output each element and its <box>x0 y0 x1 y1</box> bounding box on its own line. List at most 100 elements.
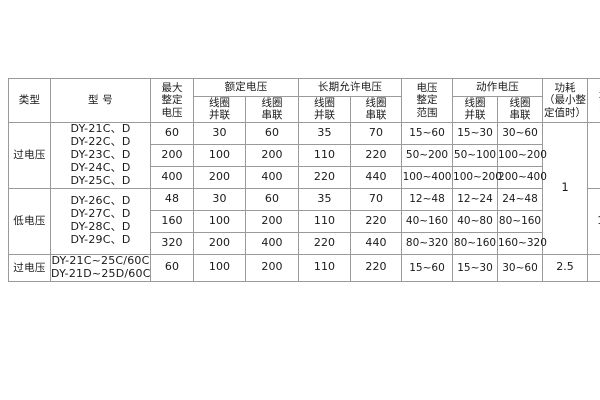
header-rated-coil-parallel: 线圈 并联 <box>193 96 246 123</box>
cell-return-coefficient-2: 1.25 <box>587 187 600 255</box>
model-line: DY-27C、D <box>70 207 131 221</box>
cell-power-consumption-1: 1 <box>542 121 589 255</box>
cell-max-set-voltage: 400 <box>150 165 194 189</box>
header-power-consumption: 功耗 （最小整 定值时） <box>542 78 589 123</box>
cell-action-parallel: 15~30 <box>452 253 499 282</box>
cell-rated-series: 200 <box>245 209 299 233</box>
cell-longterm-parallel: 220 <box>298 165 351 189</box>
model-line: DY-23C、D <box>70 147 131 161</box>
header-return-coefficient: 返回 系数 <box>587 78 600 123</box>
header-voltage-set-range-line-2: 整定 <box>416 94 438 107</box>
cell-longterm-series: 70 <box>349 187 403 211</box>
table-header: 类型 型 号 最大 整定 电压 额定电压 长期允许电压 电压 整定 范围 动作电… <box>8 78 600 123</box>
cell-longterm-series: 440 <box>349 231 403 255</box>
model-line: DY-21C、D <box>70 121 131 135</box>
table-row: 过电压 DY-21C~25C/60C DY-21D~25D/60C 60 100… <box>8 253 600 282</box>
cell-voltage-range: 80~320 <box>401 231 454 255</box>
cell-rated-parallel: 30 <box>193 121 246 145</box>
cell-rated-series: 400 <box>245 231 299 255</box>
model-line: DY-21D~25D/60C <box>51 266 151 280</box>
cell-action-series: 30~60 <box>497 121 544 145</box>
model-line: DY-21C~25C/60C <box>51 253 150 267</box>
header-row-top: 类型 型 号 最大 整定 电压 额定电压 长期允许电压 电压 整定 范围 动作电… <box>8 78 600 123</box>
header-longterm-coil-series-line-2: 串联 <box>365 109 387 122</box>
cell-action-parallel: 50~100 <box>452 143 499 167</box>
cell-max-set-voltage: 60 <box>150 121 194 145</box>
header-row-sub: 线圈 并联 线圈 串联 线圈 并联 线圈 串联 线圈 并联 <box>9 96 600 123</box>
header-rated-coil-parallel-line-2: 并联 <box>209 109 230 122</box>
header-max-set-voltage: 最大 整定 电压 <box>150 78 194 123</box>
cell-return-coefficient-3: 0.8 <box>587 253 600 282</box>
cell-max-set-voltage: 60 <box>150 253 194 282</box>
header-rated-voltage: 额定电压 <box>193 78 299 97</box>
cell-longterm-series: 220 <box>349 143 403 167</box>
cell-longterm-parallel: 110 <box>298 209 351 233</box>
cell-action-series: 100~200 <box>497 143 547 167</box>
cell-voltage-range: 12~48 <box>401 187 454 211</box>
cell-rated-series: 200 <box>245 143 299 167</box>
cell-rated-parallel: 100 <box>193 253 246 282</box>
cell-voltage-range: 100~400 <box>401 165 454 189</box>
cell-longterm-parallel: 35 <box>298 187 351 211</box>
cell-longterm-parallel: 110 <box>298 143 351 167</box>
cell-rated-parallel: 30 <box>193 187 246 211</box>
header-voltage-set-range: 电压 整定 范围 <box>401 78 454 123</box>
model-line: DY-22C、D <box>70 134 131 148</box>
cell-max-set-voltage: 160 <box>150 209 194 233</box>
cell-rated-series: 60 <box>245 121 299 145</box>
header-model: 型 号 <box>50 78 151 123</box>
cell-action-parallel: 15~30 <box>452 121 499 145</box>
cell-longterm-series: 70 <box>349 121 403 145</box>
model-line: DY-25C、D <box>70 173 131 187</box>
cell-longterm-parallel: 110 <box>298 253 351 282</box>
cell-rated-parallel: 100 <box>193 209 246 233</box>
table-body: 过电压 DY-21C、D DY-22C、D DY-23C、D DY-24C、D … <box>8 121 600 282</box>
table-row: 160 100 200 110 220 40~160 40~80 80~160 <box>9 209 600 233</box>
header-voltage-set-range-line-3: 范围 <box>416 106 438 119</box>
cell-action-parallel: 80~160 <box>452 231 499 255</box>
table-row: 低电压 DY-26C、D DY-27C、D DY-28C、D DY-29C、D … <box>8 187 600 255</box>
header-action-coil-parallel-line-2: 并联 <box>464 109 486 122</box>
cell-rated-series: 60 <box>245 187 299 211</box>
relay-specification-table: 类型 型 号 最大 整定 电压 额定电压 长期允许电压 电压 整定 范围 动作电… <box>8 78 600 282</box>
header-action-coil-parallel-line-1: 线圈 <box>464 97 486 109</box>
header-longterm-coil-parallel-line-1: 线圈 <box>314 97 335 109</box>
cell-longterm-series: 440 <box>349 165 403 189</box>
cell-voltage-range: 15~60 <box>401 121 454 145</box>
header-power-line-2: （最小整 <box>544 94 587 107</box>
header-voltage-set-range-line-1: 电压 <box>416 81 438 94</box>
cell-max-set-voltage: 320 <box>150 231 194 255</box>
header-max-set-voltage-line-2: 整定 <box>161 94 183 107</box>
header-action-coil-series: 线圈 串联 <box>497 96 544 123</box>
cell-return-coefficient-1: 0.8 <box>587 121 600 189</box>
cell-rated-parallel: 200 <box>193 165 246 189</box>
header-rated-coil-parallel-line-1: 线圈 <box>209 97 230 109</box>
cell-rated-series: 200 <box>245 253 299 282</box>
cell-voltage-range: 15~60 <box>401 253 454 282</box>
model-line: DY-24C、D <box>70 160 131 174</box>
group-models-3: DY-21C~25C/60C DY-21D~25D/60C <box>50 253 151 282</box>
cell-rated-parallel: 200 <box>193 231 246 255</box>
header-action-coil-series-line-1: 线圈 <box>509 97 531 109</box>
cell-action-series: 200~400 <box>497 165 547 189</box>
header-type: 类型 <box>8 78 51 123</box>
table-row: 400 200 400 220 440 100~400 100~200 200~… <box>9 165 600 189</box>
header-power-line-3: 定值时） <box>544 106 587 119</box>
cell-action-series: 80~160 <box>497 209 544 233</box>
cell-max-set-voltage: 200 <box>150 143 194 167</box>
spec-table-container: 类型 型 号 最大 整定 电压 额定电压 长期允许电压 电压 整定 范围 动作电… <box>8 78 600 282</box>
header-long-term-voltage: 长期允许电压 <box>297 78 403 97</box>
model-line: DY-28C、D <box>70 220 131 234</box>
cell-longterm-parallel: 35 <box>298 121 351 145</box>
header-rated-coil-series: 线圈 串联 <box>245 96 299 123</box>
header-longterm-coil-series-line-1: 线圈 <box>365 97 387 109</box>
cell-action-series: 24~48 <box>497 187 544 211</box>
cell-voltage-range: 50~200 <box>401 143 454 167</box>
group-models-2: DY-26C、D DY-27C、D DY-28C、D DY-29C、D <box>50 187 151 255</box>
header-max-set-voltage-line-3: 电压 <box>161 106 183 119</box>
group-type-2: 低电压 <box>8 187 51 255</box>
table-row: 320 200 400 220 440 80~320 80~160 160~32… <box>9 231 600 255</box>
table-row: 过电压 DY-21C、D DY-22C、D DY-23C、D DY-24C、D … <box>8 121 600 255</box>
cell-action-parallel: 40~80 <box>452 209 499 233</box>
cell-rated-series: 400 <box>245 165 299 189</box>
